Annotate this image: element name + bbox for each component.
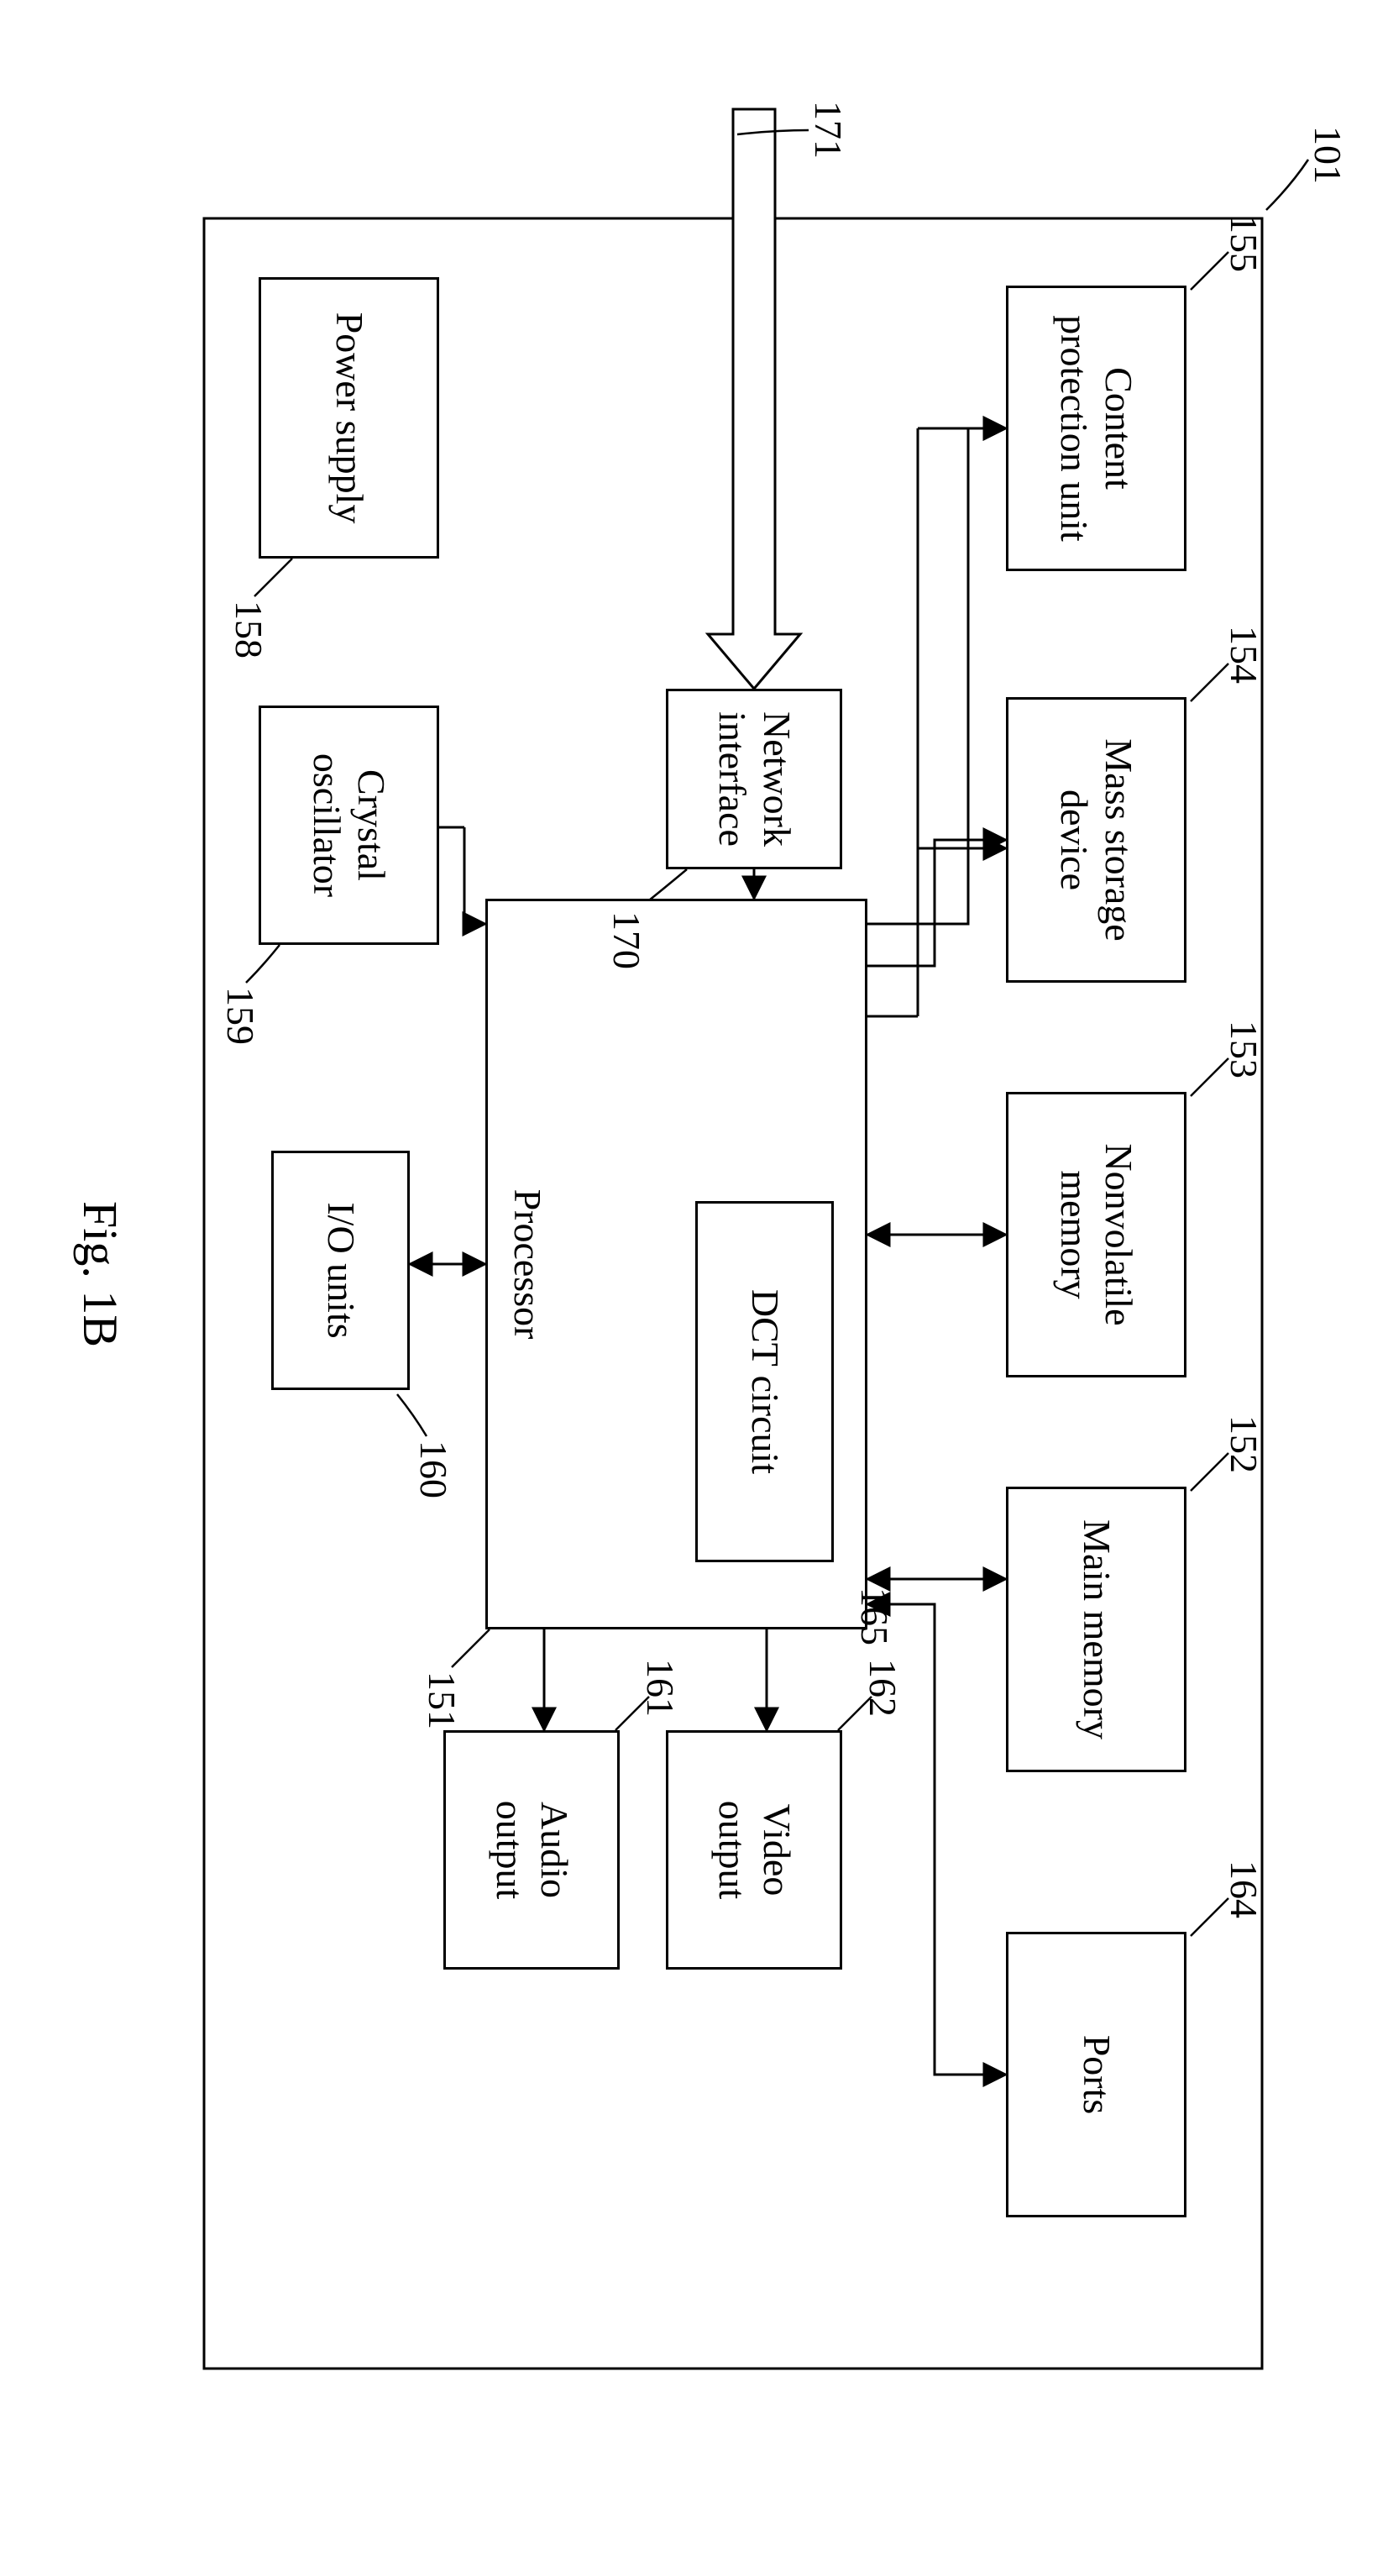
input-hollow-arrow [708,109,800,689]
label: Power supply [327,312,371,524]
ref-158: 158 [227,601,271,658]
leader-101 [1266,160,1308,210]
block-mass-storage: Mass storage device [1006,697,1186,983]
ref-101: 101 [1306,126,1350,184]
ref-151: 151 [420,1671,464,1729]
diagram-world: Content protection unit Mass storage dev… [0,0,1388,2576]
label: Video output [710,1801,799,1900]
leader-151 [452,1629,490,1667]
block-video-output: Video output [666,1730,842,1970]
ref-162: 162 [861,1659,905,1717]
block-io-units: I/O units [271,1151,410,1390]
ref-160: 160 [411,1440,456,1498]
ref-154: 154 [1222,626,1266,684]
label: Content protection unit [1052,315,1141,542]
block-audio-output: Audio output [443,1730,620,1970]
leader-159 [246,945,280,983]
block-network-interface: Network interface [666,689,842,869]
label: Audio output [487,1801,576,1900]
block-content-protection: Content protection unit [1006,286,1186,571]
block-ports: Ports [1006,1932,1186,2217]
ref-155: 155 [1222,214,1266,272]
label: Nonvolatile memory [1052,1143,1141,1325]
ref-153: 153 [1222,1020,1266,1078]
figure-caption: Fig. 1B [72,1201,128,1347]
ref-161: 161 [638,1659,683,1717]
label: DCT circuit [742,1289,787,1474]
leader-158 [254,559,292,596]
block-nonvolatile-memory: Nonvolatile memory [1006,1092,1186,1377]
label: Crystal oscillator [305,753,394,897]
stage: Content protection unit Mass storage dev… [0,0,1388,2576]
label: Processor [505,1189,549,1340]
label: Ports [1074,2035,1118,2115]
leader-160 [397,1394,427,1436]
label: Network interface [710,711,799,847]
label: Mass storage device [1052,738,1141,941]
block-dct-circuit: DCT circuit [695,1201,834,1562]
ref-159: 159 [218,987,263,1045]
block-main-memory: Main memory [1006,1487,1186,1772]
block-crystal-oscillator: Crystal oscillator [259,706,439,945]
ref-164: 164 [1222,1860,1266,1918]
ref-171: 171 [806,101,851,159]
ref-170: 170 [605,911,649,969]
label: Main memory [1074,1519,1118,1739]
arrow-processor-massstorage [867,840,1006,966]
label: I/O units [318,1202,363,1338]
ref-152: 152 [1222,1415,1266,1473]
ref-165: 165 [852,1587,897,1645]
block-power-supply: Power supply [259,277,439,559]
